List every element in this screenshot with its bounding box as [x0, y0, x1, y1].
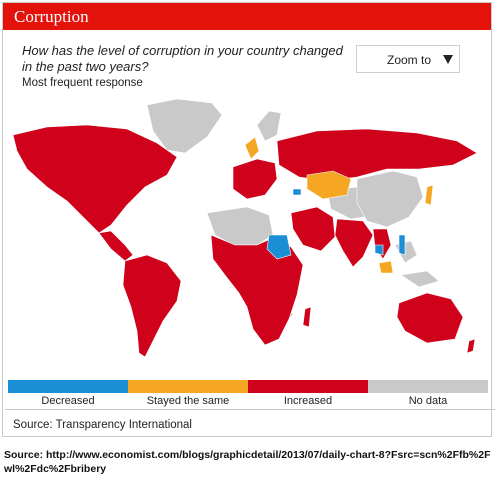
region-sudan[interactable]	[266, 234, 292, 260]
region-southeast-asia-stayed[interactable]	[378, 260, 394, 274]
region-china[interactable]	[356, 170, 424, 228]
region-greenland[interactable]	[146, 98, 223, 154]
chart-panel: Corruption How has the level of corrupti…	[2, 2, 495, 440]
region-philippines[interactable]	[398, 234, 406, 256]
region-europe[interactable]	[232, 158, 278, 200]
zoom-dropdown[interactable]: Zoom to	[356, 45, 460, 73]
source-text: Source: Transparency International	[13, 419, 192, 431]
legend-swatch-nodata	[368, 380, 488, 393]
region-scandinavia-nodata[interactable]	[256, 110, 282, 142]
region-australia[interactable]	[396, 292, 464, 344]
subtitle-text: Most frequent response	[22, 77, 143, 89]
region-middle-east[interactable]	[290, 206, 336, 252]
legend-label-stayed: Stayed the same	[146, 395, 230, 407]
region-central-america[interactable]	[98, 230, 134, 262]
region-north-america[interactable]	[12, 124, 178, 234]
zoom-label: Zoom to	[387, 53, 432, 67]
region-japan[interactable]	[424, 184, 434, 206]
legend-nodata: No data	[368, 380, 488, 408]
region-cambodia[interactable]	[374, 244, 384, 256]
question-text: How has the level of corruption in your …	[22, 43, 343, 74]
legend-label-decreased: Decreased	[41, 395, 95, 407]
region-scandinavia-stayed[interactable]	[244, 136, 260, 160]
legend-swatch-stayed	[128, 380, 248, 393]
region-africa[interactable]	[210, 234, 304, 346]
legend-increased: Increased	[248, 380, 368, 408]
region-kazakhstan[interactable]	[306, 170, 352, 200]
page-title: Corruption	[14, 7, 89, 26]
credit-link[interactable]: Source: http://www.economist.com/blogs/g…	[4, 449, 491, 475]
legend-swatch-decreased	[8, 380, 128, 393]
legend: Decreased Stayed the same Increased No d…	[8, 380, 490, 408]
legend-label-nodata: No data	[408, 395, 448, 407]
region-new-zealand[interactable]	[466, 338, 476, 354]
chevron-down-icon	[443, 55, 453, 64]
region-russia[interactable]	[276, 128, 478, 182]
legend-swatch-increased	[248, 380, 368, 393]
legend-stayed: Stayed the same	[128, 380, 248, 408]
source-row: Source: Transparency International	[5, 409, 495, 440]
header-bar: Corruption	[3, 3, 491, 30]
region-madagascar[interactable]	[302, 306, 312, 328]
region-north-africa-nodata[interactable]	[206, 206, 274, 246]
legend-decreased: Decreased	[8, 380, 128, 408]
region-south-america[interactable]	[122, 254, 182, 358]
region-southeast-asia[interactable]	[372, 228, 392, 260]
world-map[interactable]	[7, 95, 489, 375]
region-india[interactable]	[334, 218, 374, 268]
legend-label-increased: Increased	[283, 395, 333, 407]
region-georgia[interactable]	[292, 188, 302, 196]
